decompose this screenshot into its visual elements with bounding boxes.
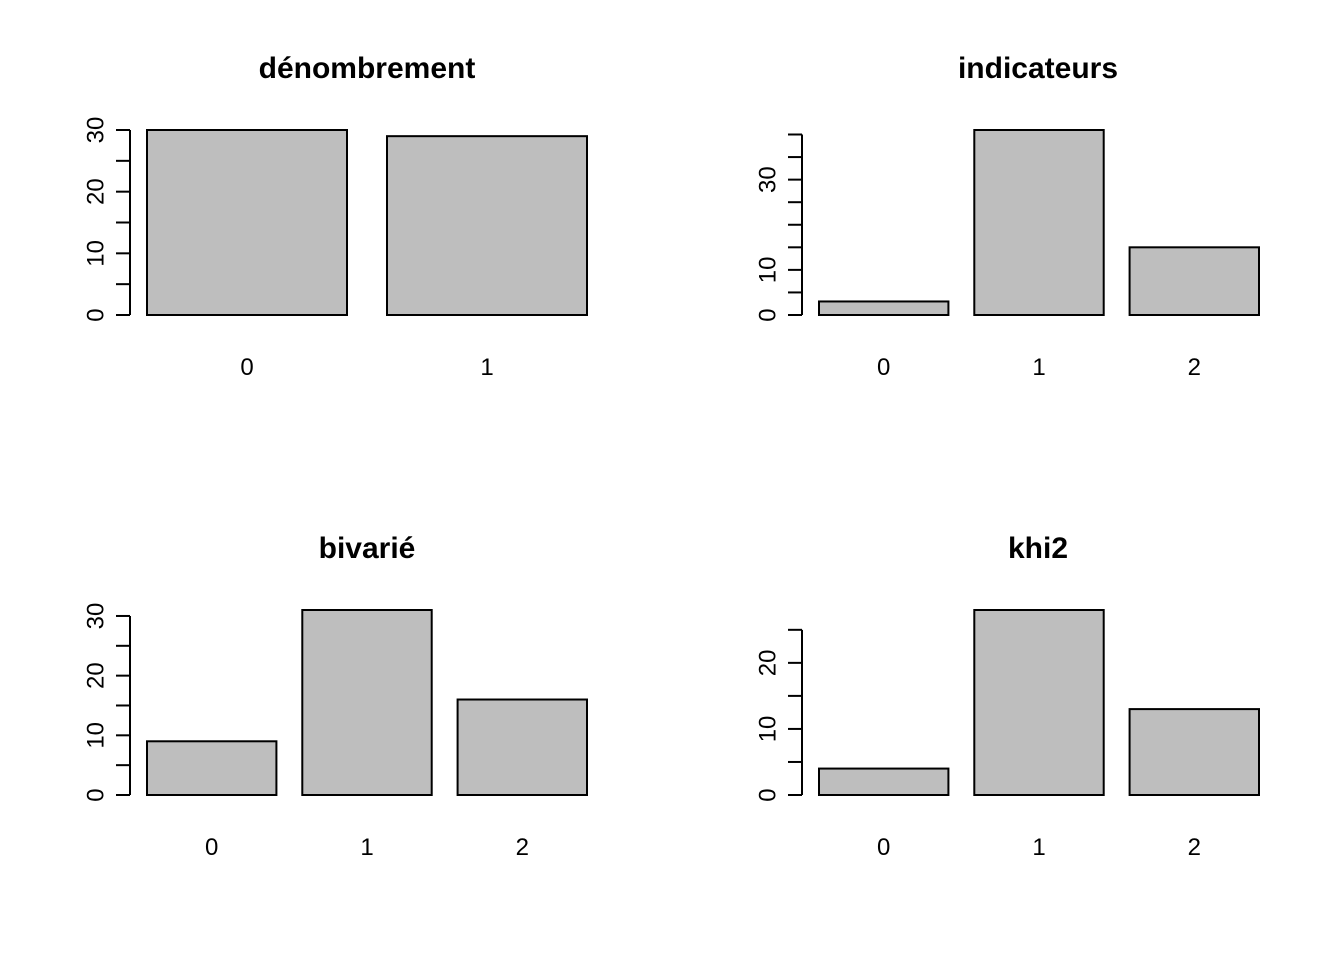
x-tick-label: 0: [205, 834, 218, 861]
y-tick-label: 10: [83, 240, 110, 267]
x-tick-label: 0: [877, 354, 890, 381]
bar-0: [146, 740, 278, 797]
y-tick-label: 0: [755, 788, 782, 801]
y-tick-label: 10: [755, 716, 782, 743]
x-tick-label: 2: [516, 834, 529, 861]
bar-1: [973, 129, 1105, 316]
chart-title: indicateurs: [958, 52, 1118, 85]
y-tick-label: 30: [755, 166, 782, 193]
x-tick-label: 0: [240, 354, 253, 381]
chart-title: khi2: [1008, 532, 1068, 565]
bar-2: [456, 698, 588, 796]
bar-1: [973, 609, 1105, 796]
chart-title: bivarié: [319, 532, 416, 565]
chart-panel-1: indicateurs 0 1 2 0 10 30: [755, 52, 1261, 381]
bar-1: [386, 135, 588, 316]
x-tick-label: 2: [1188, 834, 1201, 861]
y-tick-label: 0: [755, 308, 782, 321]
x-tick-label: 1: [1032, 354, 1045, 381]
x-tick-label: 1: [360, 834, 373, 861]
bar-0: [146, 129, 348, 316]
x-tick-label: 1: [480, 354, 493, 381]
y-tick-label: 10: [755, 257, 782, 284]
x-tick-label: 1: [1032, 834, 1045, 861]
y-tick-label: 20: [83, 178, 110, 205]
y-tick-label: 20: [83, 662, 110, 689]
y-tick-label: 10: [83, 722, 110, 749]
bar-0: [818, 767, 950, 796]
y-tick-label: 20: [755, 650, 782, 677]
x-tick-label: 0: [877, 834, 890, 861]
y-tick-label: 0: [83, 308, 110, 321]
y-tick-label: 30: [83, 603, 110, 630]
bar-2: [1128, 246, 1261, 317]
y-tick-label: 30: [83, 117, 110, 144]
bar-1: [301, 609, 433, 796]
chart-title: dénombrement: [259, 52, 476, 85]
x-tick-label: 2: [1188, 354, 1201, 381]
bar-0: [818, 300, 950, 316]
bar-2: [1128, 708, 1261, 796]
y-tick-label: 0: [83, 788, 110, 801]
